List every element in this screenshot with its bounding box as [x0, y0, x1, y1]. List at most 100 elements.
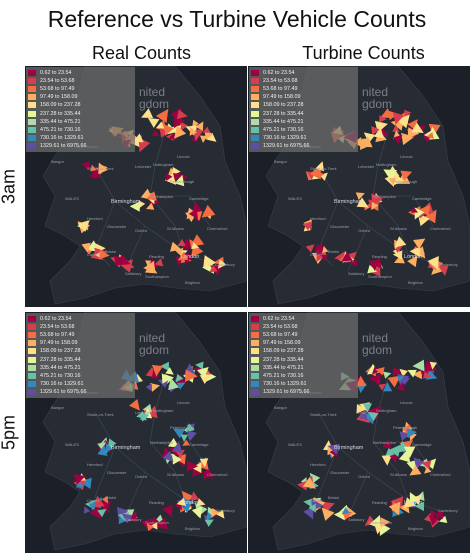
legend-entry: 475.21 to 730.16 — [28, 126, 133, 134]
count-marker — [388, 178, 397, 186]
count-marker — [192, 119, 199, 128]
legend-swatch — [251, 142, 259, 149]
city-label-stoke: Stoke-on-Trent — [310, 412, 337, 417]
legend-entry: 53.68 to 97.49 — [251, 85, 356, 93]
city-label-lincoln: Lincoln — [177, 400, 190, 405]
legend-entry: 158.09 to 237.28 — [28, 347, 133, 355]
count-marker — [396, 114, 410, 129]
count-marker — [199, 458, 209, 468]
count-marker — [191, 506, 203, 519]
city-label-london: London — [404, 500, 423, 506]
city-label-cardiff: Cardiff — [87, 498, 99, 503]
road-line — [94, 411, 186, 501]
legend-label: 97.49 to 158.09 — [40, 94, 78, 101]
count-marker — [83, 506, 91, 514]
city-label-peterborough: Peterborough — [170, 425, 195, 430]
legend-swatch — [28, 86, 36, 93]
legend-label: 0.62 to 23.54 — [263, 316, 295, 323]
city-label-northampton: Northampton — [150, 440, 174, 445]
count-marker — [359, 410, 368, 421]
country-label-line2: gdom — [139, 97, 170, 111]
city-label-cambridge: Cambridge — [412, 442, 432, 447]
count-marker — [316, 171, 325, 179]
legend-entry: 53.68 to 97.49 — [28, 85, 133, 93]
count-marker — [97, 444, 108, 456]
legend-entry: 1329.61 to 6975.66 — [251, 388, 356, 396]
map-turbine-5pm: nitedgdomManchesterStoke-on-TrentLeicest… — [248, 312, 470, 553]
count-marker — [203, 255, 217, 268]
count-marker — [367, 264, 378, 274]
legend-label: 23.54 to 53.68 — [263, 324, 298, 331]
legend-label: 237.28 to 335.44 — [40, 356, 81, 363]
legend-entry: 335.44 to 475.21 — [28, 118, 133, 126]
legend-swatch — [251, 102, 259, 109]
legend-entry: 0.62 to 23.54 — [28, 315, 133, 323]
city-label-reading: Reading — [149, 254, 164, 259]
count-marker — [191, 201, 203, 214]
count-marker — [435, 510, 444, 520]
legend-swatch — [28, 78, 36, 85]
legend-swatch — [28, 340, 36, 347]
count-marker — [438, 265, 449, 276]
count-marker — [116, 506, 129, 521]
city-label-brighton: Brighton — [185, 280, 200, 285]
count-marker — [185, 423, 195, 433]
city-label-bangor: Bangor — [274, 159, 287, 164]
city-label-northampton: Northampton — [150, 194, 174, 199]
city-label-birmingham: Birmingham — [334, 445, 364, 451]
count-marker — [152, 130, 160, 137]
city-label-southampton: Southampton — [368, 274, 392, 279]
count-marker — [422, 136, 431, 143]
count-marker — [162, 450, 174, 462]
count-marker — [195, 361, 204, 370]
row-label-3am: 3am — [0, 169, 19, 205]
city-label-london: London — [181, 500, 200, 506]
legend-swatch — [28, 372, 36, 379]
count-marker — [97, 508, 107, 518]
city-label-cardiff: Cardiff — [87, 252, 99, 257]
city-label-gloucester: Gloucester — [330, 470, 350, 475]
count-marker — [196, 498, 206, 507]
road-line — [94, 165, 186, 255]
legend-entry: 23.54 to 53.68 — [251, 77, 356, 85]
legend-entry: 475.21 to 730.16 — [251, 126, 356, 134]
count-marker — [423, 371, 432, 379]
city-label-reading: Reading — [149, 500, 164, 505]
city-label-cambridge: Cambridge — [189, 196, 209, 201]
count-marker — [410, 206, 419, 213]
count-marker — [147, 117, 160, 128]
legend-label: 1329.61 to 6975.66 — [40, 142, 87, 149]
city-label-nottingham: Nottingham — [153, 408, 174, 413]
city-label-brighton: Brighton — [408, 526, 423, 531]
count-marker — [411, 122, 424, 134]
city-label-hereford: Hereford — [310, 216, 326, 221]
count-marker — [146, 202, 155, 210]
city-label-canterbury: Canterbury — [215, 262, 235, 267]
count-marker — [191, 462, 202, 473]
count-marker — [206, 132, 217, 142]
city-label-lincoln: Lincoln — [177, 154, 190, 159]
legend-swatch — [28, 102, 36, 109]
city-label-leicester: Leicester — [358, 410, 375, 415]
country-label-line2: gdom — [362, 343, 393, 357]
legend-label: 335.44 to 475.21 — [263, 118, 304, 125]
legend-label: 97.49 to 158.09 — [263, 94, 301, 101]
legend-label: 730.16 to 1329.61 — [263, 380, 307, 387]
count-marker — [425, 458, 437, 470]
country-label-line2: gdom — [139, 343, 170, 357]
legend-swatch — [251, 364, 259, 371]
count-marker — [101, 495, 109, 504]
count-marker — [217, 259, 227, 269]
count-marker — [175, 247, 184, 256]
legend-entry: 730.16 to 1329.61 — [251, 380, 356, 388]
count-marker — [413, 238, 426, 250]
legend-swatch — [28, 70, 36, 77]
count-marker — [73, 474, 86, 485]
country-label: nited gdom — [362, 86, 392, 110]
city-label-bangor: Bangor — [274, 405, 287, 410]
count-marker — [188, 208, 198, 220]
count-marker — [169, 241, 182, 252]
count-marker — [327, 443, 340, 455]
count-marker — [155, 121, 165, 129]
count-marker — [355, 192, 365, 200]
